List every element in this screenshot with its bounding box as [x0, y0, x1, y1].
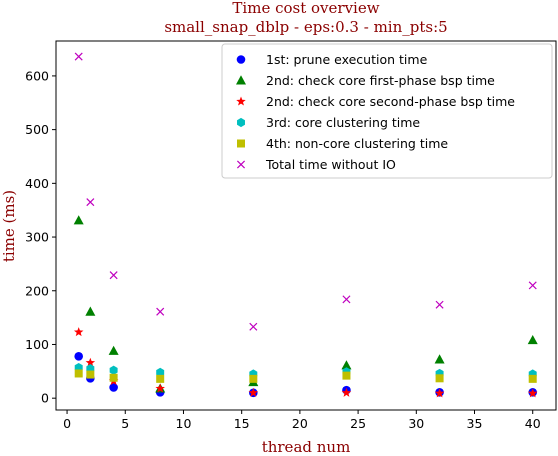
y-tick-label: 600 — [25, 68, 49, 83]
x-tick-label: 15 — [234, 416, 250, 431]
legend-label: 3rd: core clustering time — [266, 115, 420, 130]
x-tick-label: 30 — [408, 416, 424, 431]
chart-title: Time cost overview — [232, 0, 379, 17]
point-square — [342, 371, 351, 380]
point-star — [341, 387, 352, 397]
legend-marker-x — [236, 160, 246, 169]
legend-marker-hexagon — [237, 117, 245, 128]
point-star — [85, 357, 96, 367]
series-1 — [74, 351, 538, 398]
y-tick-label: 300 — [25, 230, 49, 245]
x-axis-label: thread num — [262, 438, 351, 456]
point-star — [248, 387, 259, 397]
legend-item: Total time without IO — [236, 157, 396, 172]
x-tick-label: 10 — [176, 416, 192, 431]
point-x — [156, 307, 165, 316]
y-tick-label: 400 — [25, 176, 49, 191]
point-x — [249, 322, 258, 331]
legend-item: 2nd: check core second-phase bsp time — [236, 94, 515, 109]
point-star — [73, 327, 84, 337]
point-square — [528, 374, 537, 383]
legend-marker-triangle — [236, 75, 246, 85]
legend-item: 1st: prune execution time — [236, 52, 428, 67]
chart-subtitle: small_snap_dblp - eps:0.3 - min_pts:5 — [164, 18, 447, 36]
point-x — [342, 295, 351, 304]
series-2 — [73, 215, 538, 393]
legend-label: 1st: prune execution time — [266, 52, 428, 67]
x-tick-label: 40 — [525, 416, 541, 431]
series-6 — [74, 52, 537, 331]
point-square — [109, 373, 118, 382]
data-points — [73, 52, 538, 398]
x-tick-label: 5 — [121, 416, 129, 431]
point-star — [527, 388, 538, 398]
legend-label: 4th: non-core clustering time — [266, 136, 448, 151]
x-tick-label: 35 — [467, 416, 483, 431]
x-tick-label: 0 — [63, 416, 71, 431]
point-circle — [74, 351, 84, 361]
point-x — [528, 281, 537, 290]
series-4 — [74, 362, 537, 379]
point-x — [86, 198, 95, 207]
x-tick-label: 20 — [292, 416, 308, 431]
point-triangle — [341, 360, 352, 370]
y-tick-label: 100 — [25, 337, 49, 352]
point-star — [434, 388, 445, 398]
series-3 — [73, 327, 538, 398]
legend-item: 4th: non-core clustering time — [237, 136, 448, 151]
point-x — [74, 52, 83, 61]
point-circle — [109, 383, 118, 392]
point-x — [435, 300, 444, 309]
point-square — [435, 374, 444, 383]
x-tick-label: 25 — [350, 416, 366, 431]
legend-marker-square — [237, 139, 245, 148]
y-axis: 0 100 200 300 400 500 600 — [25, 68, 56, 406]
point-square — [74, 369, 83, 378]
point-square — [249, 374, 258, 383]
y-tick-label: 500 — [25, 122, 49, 137]
plot-frame — [55, 40, 557, 411]
legend-marker-circle — [236, 55, 246, 64]
legend-label: 2nd: check core second-phase bsp time — [266, 94, 515, 109]
point-x — [109, 271, 118, 280]
point-star — [155, 383, 165, 393]
legend-marker-star — [236, 96, 246, 106]
y-axis-label: time (ms) — [0, 190, 18, 262]
point-square — [86, 370, 95, 379]
legend-label: 2nd: check core first-phase bsp time — [266, 73, 495, 88]
y-tick-label: 200 — [25, 283, 49, 298]
y-tick-label: 0 — [41, 391, 49, 406]
series-5 — [74, 369, 537, 383]
point-square — [156, 374, 165, 383]
legend-item: 3rd: core clustering time — [237, 115, 420, 130]
legend-item: 2nd: check core first-phase bsp time — [236, 73, 495, 88]
legend-frame — [221, 43, 553, 179]
legend: 1st: prune execution time 2nd: check core… — [221, 43, 553, 179]
point-hexagon — [156, 367, 165, 377]
point-triangle — [108, 345, 119, 355]
point-triangle — [85, 306, 96, 316]
point-hexagon — [109, 365, 118, 375]
legend-label: Total time without IO — [265, 157, 396, 172]
x-axis: 0 5 10 15 20 25 30 35 40 — [63, 410, 541, 431]
point-triangle — [527, 334, 538, 345]
point-triangle — [73, 215, 84, 225]
point-triangle — [434, 354, 445, 364]
